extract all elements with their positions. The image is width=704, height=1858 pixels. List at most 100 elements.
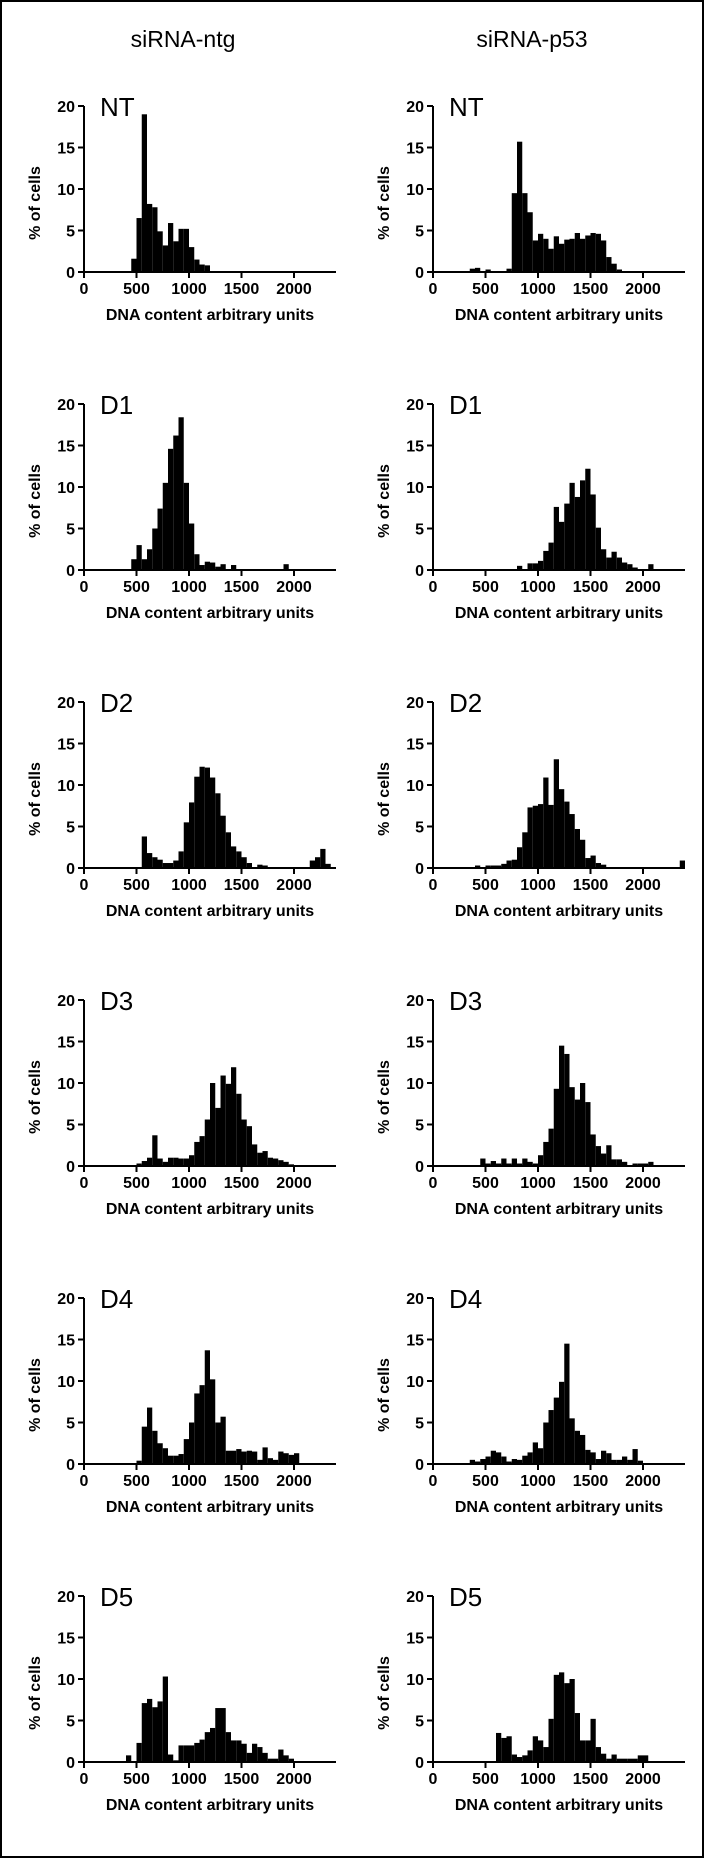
histogram-bar (574, 232, 580, 272)
histogram-bar (189, 247, 195, 272)
histogram-bar (595, 527, 601, 570)
y-tick-label: 0 (415, 1755, 424, 1772)
histogram-bar (252, 1451, 258, 1464)
histogram-bar (553, 1674, 559, 1762)
histogram-bar (564, 1053, 570, 1166)
histogram-bar (288, 1758, 294, 1762)
histogram-bar (173, 1455, 179, 1464)
y-tick-label: 10 (57, 1672, 75, 1689)
y-tick-label: 10 (57, 1374, 75, 1391)
histogram-bar (210, 1083, 216, 1166)
histogram-bar (564, 503, 570, 570)
histogram-bar (606, 1145, 612, 1166)
x-axis-title: DNA content arbitrary units (455, 1797, 663, 1814)
y-tick-label: 20 (57, 397, 75, 414)
histogram-bar (204, 1119, 210, 1166)
x-tick-label: 500 (472, 579, 499, 596)
y-tick-label: 15 (406, 141, 424, 158)
y-tick-label: 20 (406, 99, 424, 116)
histogram-bar (141, 1703, 147, 1762)
x-tick-label: 1000 (171, 1175, 207, 1192)
histogram-bar (601, 549, 607, 570)
y-tick-label: 5 (415, 224, 424, 241)
histogram-bar (564, 1683, 570, 1762)
x-tick-label: 1500 (573, 1473, 609, 1490)
histogram-bar (585, 1740, 591, 1762)
histogram-bar (580, 1434, 586, 1464)
x-tick-label: 500 (472, 1771, 499, 1788)
histogram-bar (538, 1448, 544, 1464)
histogram-bar (548, 1128, 554, 1166)
histogram-bar (283, 1755, 289, 1762)
histogram-bar (606, 257, 612, 272)
histogram-bar (168, 448, 174, 570)
x-tick-label: 0 (429, 877, 438, 894)
histogram-bar (511, 859, 517, 868)
y-tick-label: 15 (57, 1035, 75, 1052)
histogram-panel-d4-sirna-ntg: D4 0 500 1000 1500 2000 0 5 10 15 20 DNA content ar… (27, 1284, 336, 1516)
histogram-bar (136, 1163, 142, 1166)
histogram-bar (485, 865, 491, 868)
histogram-bar (580, 1740, 586, 1762)
histogram-bar (559, 1672, 565, 1762)
x-tick-label: 2000 (276, 579, 312, 596)
y-tick-label: 15 (57, 439, 75, 456)
histogram-bar (585, 468, 591, 570)
histogram-bar (569, 814, 575, 868)
histogram-bar (611, 551, 617, 570)
y-tick-label: 5 (415, 1118, 424, 1135)
x-axis-title: DNA content arbitrary units (455, 307, 663, 324)
x-tick-label: 1500 (224, 1175, 260, 1192)
y-tick-label: 10 (406, 778, 424, 795)
histogram-panel-d5-sirna-ntg: D5 0 500 1000 1500 2000 0 5 10 15 20 DNA content ar… (27, 1582, 336, 1814)
x-tick-label: 0 (80, 579, 89, 596)
histogram-bar (532, 240, 538, 272)
histogram-bar (241, 1119, 247, 1166)
histogram-bar (527, 563, 533, 570)
histogram-bar (152, 1707, 158, 1762)
y-tick-label: 5 (415, 1416, 424, 1433)
histogram-bar (590, 1452, 596, 1464)
histogram-bar (511, 193, 517, 272)
histogram-bar (580, 1083, 586, 1166)
histogram-bar (241, 857, 247, 868)
histogram-bar (574, 1099, 580, 1166)
histogram-bar (485, 1163, 491, 1166)
histogram-bar (532, 1736, 538, 1762)
x-axis-title: DNA content arbitrary units (106, 1499, 314, 1516)
y-axis-title: % of cells (376, 166, 393, 240)
histogram-bar (543, 238, 549, 272)
histogram-bar (527, 1161, 533, 1166)
histogram-bar (183, 1439, 189, 1464)
histogram-bar (485, 1456, 491, 1464)
histogram-bar (496, 865, 502, 868)
histogram-bar (569, 1679, 575, 1762)
histogram-bar (173, 241, 179, 272)
panel-label: D5 (100, 1582, 133, 1612)
histogram-bar (517, 141, 523, 272)
histogram-bar (162, 482, 168, 570)
y-tick-label: 0 (66, 1755, 75, 1772)
y-tick-label: 20 (57, 1291, 75, 1308)
x-axis-title: DNA content arbitrary units (455, 605, 663, 622)
histogram-bar (543, 777, 549, 868)
histogram-bar (517, 847, 523, 868)
y-tick-label: 5 (66, 224, 75, 241)
histogram-bar (601, 1153, 607, 1166)
histogram-bar (601, 240, 607, 272)
histogram-panel-nt-sirna-ntg: NT 0 500 1000 1500 2000 0 5 10 15 20 DNA content ar… (27, 92, 336, 324)
histogram-bar (178, 851, 184, 868)
x-tick-label: 1000 (520, 281, 556, 298)
x-tick-label: 2000 (276, 877, 312, 894)
x-tick-label: 2000 (625, 579, 661, 596)
y-axis-title: % of cells (27, 166, 44, 240)
histogram-bar (548, 804, 554, 868)
histogram-bar (231, 1067, 237, 1166)
histogram-bar (527, 1452, 533, 1464)
y-tick-label: 10 (57, 182, 75, 199)
histogram-bar (157, 1158, 163, 1166)
histogram-bar (273, 1758, 279, 1762)
histogram-bar (168, 223, 174, 272)
histogram-bar (215, 1107, 221, 1166)
